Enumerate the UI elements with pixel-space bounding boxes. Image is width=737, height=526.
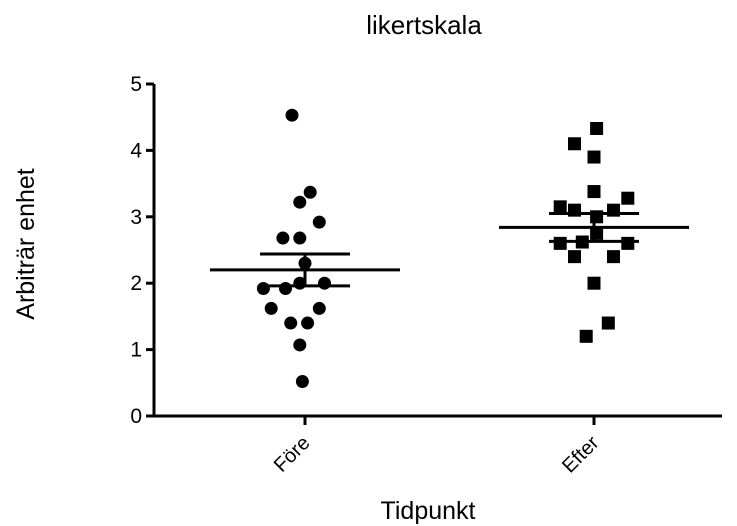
- y-tick-label: 2: [130, 272, 142, 295]
- data-point-square: [621, 191, 635, 205]
- data-point-circle: [276, 231, 290, 245]
- x-tick-label: Efter: [558, 432, 604, 478]
- data-point-circle: [301, 316, 315, 330]
- y-tick-label: 4: [130, 139, 142, 162]
- data-point-circle: [303, 185, 317, 199]
- data-point-square: [553, 236, 567, 250]
- data-point-circle: [295, 374, 309, 388]
- data-point-circle: [285, 108, 299, 122]
- data-point-circle: [293, 231, 307, 245]
- data-point-circle: [312, 301, 326, 315]
- data-point-square: [579, 329, 593, 343]
- data-point-square: [568, 250, 581, 264]
- y-tick-label: 5: [130, 73, 142, 96]
- data-point-circle: [264, 301, 278, 315]
- chart-title: likertskala: [366, 10, 482, 40]
- data-point-square: [587, 150, 601, 164]
- data-point-circle: [256, 282, 270, 296]
- y-tick-label: 3: [130, 206, 142, 229]
- data-point-circle: [293, 195, 307, 209]
- data-point-square: [587, 276, 601, 290]
- y-tick-label: 1: [130, 339, 142, 362]
- data-point-square: [590, 121, 604, 135]
- mean-sem-bars: [210, 211, 689, 288]
- data-point-square: [553, 200, 567, 214]
- data-point-circle: [318, 276, 331, 290]
- data-point-circle: [293, 338, 307, 352]
- y-axis-label: Arbiträr enhet: [12, 168, 40, 320]
- data-point-square: [568, 137, 581, 151]
- y-tick-label: 0: [130, 405, 142, 428]
- data-point-square: [621, 236, 635, 250]
- data-point-square: [607, 250, 620, 264]
- data-point-square: [587, 185, 601, 199]
- data-point-circle: [279, 282, 292, 296]
- y-axis-ticks: 0 1 2 3 4 5: [130, 73, 154, 428]
- data-point-circle: [312, 215, 326, 229]
- x-axis-ticks: Före Efter: [270, 416, 604, 477]
- x-axis-label: Tidpunkt: [381, 497, 476, 525]
- x-tick-label: Före: [270, 432, 315, 477]
- data-points: [256, 108, 635, 388]
- data-point-circle: [284, 316, 298, 330]
- data-point-square: [601, 316, 615, 330]
